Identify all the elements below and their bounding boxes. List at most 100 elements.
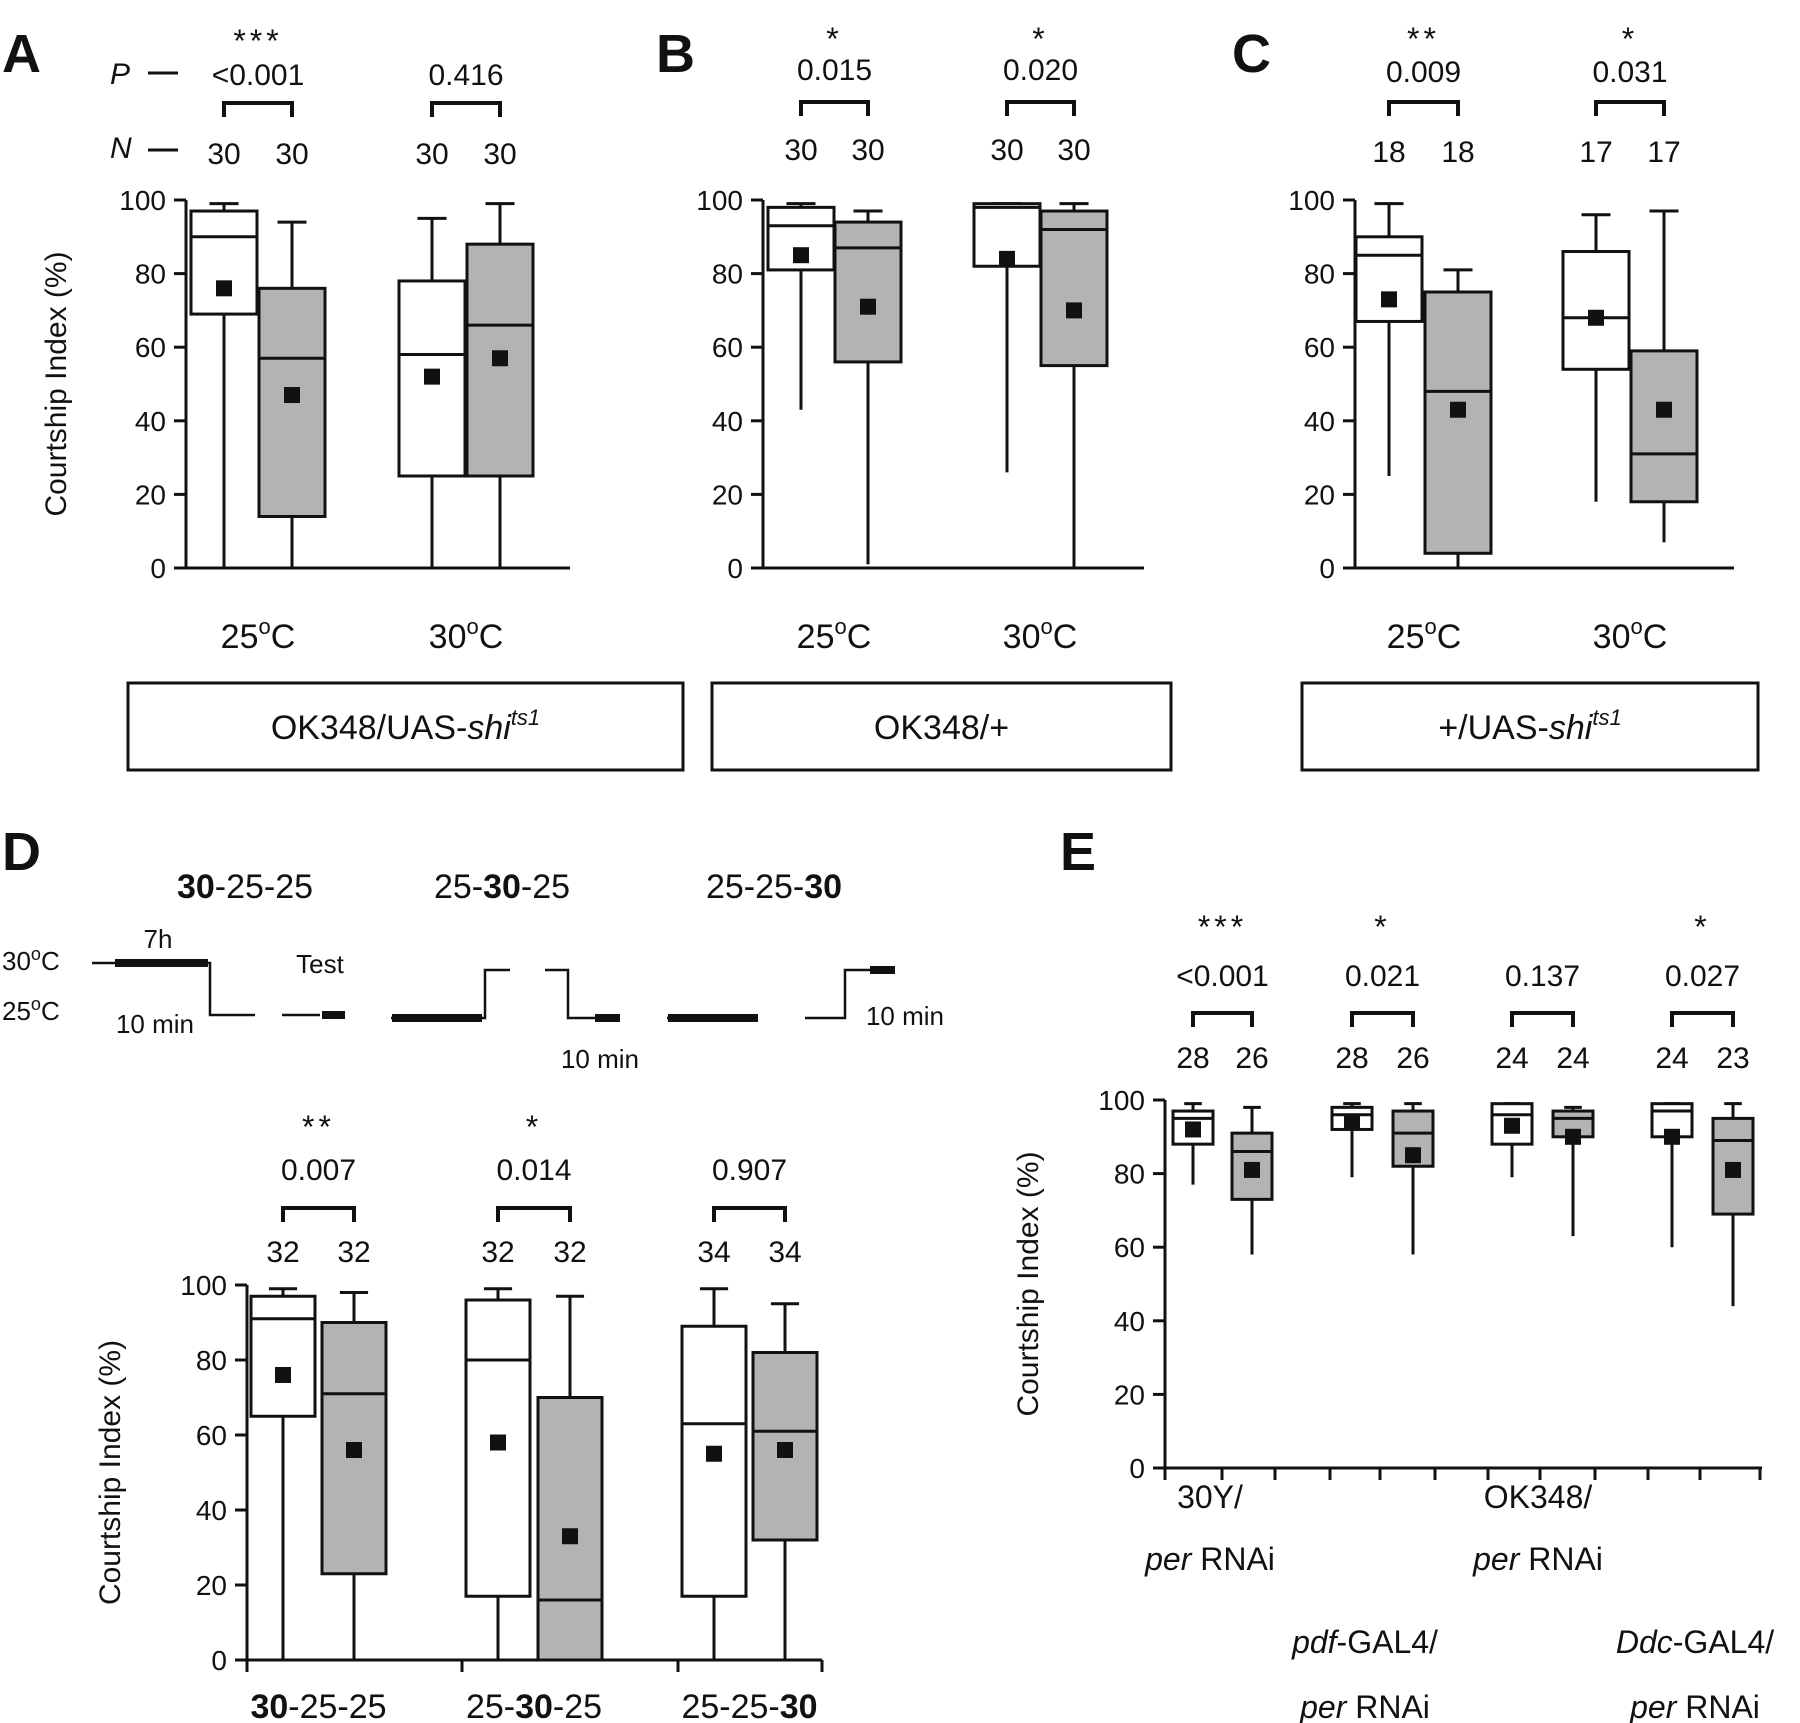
panel-a-y-tick-label: 20: [135, 479, 166, 510]
panel-a-p-value: 0.416: [428, 59, 503, 92]
panel-b-comparison-bracket: [799, 100, 870, 116]
panel-d-category-label: 25-30-25: [466, 1688, 602, 1723]
panel-a-y-tick-label: 100: [119, 185, 166, 216]
panel-d-n-value: 34: [768, 1236, 801, 1269]
panel-a-y-tick-label: 60: [135, 332, 166, 363]
panel-e-category-label-line2: per RNAi: [1472, 1541, 1603, 1577]
panel-c-y-tick-label: 0: [1319, 553, 1335, 584]
panel-e-comparison-bracket: [1191, 1011, 1254, 1027]
panel-d-schedule-trace: [667, 968, 880, 1020]
panel-d-test-label: Test: [296, 949, 344, 979]
panel-b-n-value: 30: [851, 134, 884, 167]
panel-a-y-tick-label: 40: [135, 406, 166, 437]
panel-b-y-tick-label: 0: [727, 553, 743, 584]
panel-d-comparison-bracket: [496, 1206, 572, 1222]
panel-e-box-6-mean-marker: [1664, 1128, 1680, 1145]
panel-e-n-value: 28: [1335, 1042, 1368, 1075]
panel-e-box-2-mean-marker: [1344, 1114, 1360, 1131]
panel-e-n-value: 24: [1495, 1042, 1528, 1075]
panel-e-box-3-mean-marker: [1405, 1147, 1421, 1164]
panel-a-category-label: 30oC: [429, 614, 504, 656]
panel-b-comparison-bracket: [1005, 100, 1076, 116]
panel-b-genotype-box: [710, 681, 1173, 772]
panel-b-y-tick-label: 20: [712, 479, 743, 510]
panel-a-comparison-bracket: [430, 101, 502, 117]
panel-d-comparison-bracket: [281, 1206, 356, 1222]
panel-a-box-2-mean-marker: [424, 368, 440, 385]
panel-a-n-value: 30: [483, 138, 516, 171]
panel-d-temp-label-cold: 25oC: [2, 994, 60, 1026]
panel-c-box-3-mean-marker: [1656, 401, 1672, 418]
panel-e-y-tick-label: 100: [1098, 1085, 1145, 1116]
panel-a-y-axis-label: Courtship Index (%): [40, 251, 73, 516]
panel-e-significance-stars: ***: [1198, 909, 1247, 945]
panel-e-y-tick-label: 0: [1129, 1453, 1145, 1484]
panel-d-p-value: 0.007: [281, 1154, 356, 1187]
panel-d-schedule-trace: [92, 961, 320, 1017]
panel-e-n-value: 24: [1556, 1042, 1589, 1075]
panel-a-comparison-bracket: [222, 101, 294, 117]
panel-e-significance-stars: *: [1374, 909, 1390, 945]
panel-b-box-3-mean-marker: [1066, 302, 1082, 319]
panel-d-schedule-title: 30-25-25: [177, 868, 313, 906]
panel-e-n-value: 24: [1655, 1042, 1688, 1075]
panel-d-y-tick-label: 0: [211, 1645, 227, 1676]
panel-d-n-value: 32: [553, 1236, 586, 1269]
panel-c-y-tick-label: 40: [1304, 406, 1335, 437]
panel-c-box-0-box: [1354, 235, 1424, 323]
panel-d-box-0-box: [249, 1294, 317, 1418]
panel-e-significance-stars: *: [1694, 909, 1710, 945]
panel-a-genotype-box: [126, 681, 685, 772]
panel-c-n-value: 18: [1441, 136, 1474, 169]
panel-b-genotype-label: OK348/+: [874, 709, 1009, 747]
panel-b-box-2-mean-marker: [999, 250, 1015, 267]
panel-a-n-value: 30: [275, 138, 308, 171]
panel-b-category-label: 25oC: [797, 614, 872, 656]
panel-c-significance-stars: **: [1407, 21, 1440, 57]
panel-a-y-tick-label: 0: [150, 553, 166, 584]
panel-b-significance-stars: *: [826, 21, 842, 57]
panel-b-p-value: 0.020: [1003, 54, 1078, 87]
panel-a-category-label: 25oC: [221, 614, 296, 656]
panel-e-box-7-box: [1711, 1116, 1755, 1216]
panel-e-category-label-line1: Ddc-GAL4/: [1616, 1624, 1774, 1660]
panel-d-schedule-trace: [391, 968, 610, 1020]
panel-c-box-1-box: [1423, 290, 1493, 555]
panel-e-category-label-line2: per RNAi: [1629, 1689, 1760, 1723]
panel-b-y-tick-label: 100: [696, 185, 743, 216]
panel-e-category-label-line2: per RNAi: [1144, 1541, 1275, 1577]
panel-d-ten-min-label: 10 min: [866, 1001, 944, 1031]
panel-e-box-4-box: [1490, 1102, 1534, 1146]
panel-e-p-value: 0.027: [1665, 960, 1740, 993]
panel-e-n-value: 26: [1235, 1042, 1268, 1075]
panel-b-box-0-box: [766, 205, 836, 272]
panel-a-y-tick-label: 80: [135, 259, 166, 290]
panel-e-n-value: 23: [1716, 1042, 1749, 1075]
panel-c-category-label: 30oC: [1593, 614, 1668, 656]
panel-b-n-value: 30: [1057, 134, 1090, 167]
panel-e-y-tick-label: 20: [1114, 1379, 1145, 1410]
panel-c-letter: C: [1232, 24, 1271, 84]
panel-d-box-5-mean-marker: [777, 1442, 793, 1458]
panel-d-p-value: 0.014: [496, 1154, 571, 1187]
panel-a-p-value: <0.001: [212, 59, 305, 92]
panel-a-genotype-label: OK348/UAS-shits1: [271, 705, 540, 747]
panel-b-y-tick-label: 80: [712, 259, 743, 290]
panel-a-box-0-mean-marker: [216, 280, 232, 297]
panel-c-y-tick-label: 60: [1304, 332, 1335, 363]
panel-e-category-label-line2: per RNAi: [1299, 1689, 1430, 1723]
panel-b-category-label: 30oC: [1003, 614, 1078, 656]
panel-d-box-3-mean-marker: [562, 1528, 578, 1545]
panel-d-n-value: 32: [266, 1236, 299, 1269]
panel-d-y-tick-label: 60: [196, 1420, 227, 1451]
panel-d-schedule-title: 25-30-25: [434, 868, 570, 906]
panel-c-box-2-box: [1561, 250, 1631, 371]
panel-e-y-axis-label: Courtship Index (%): [1012, 1151, 1045, 1416]
panel-b-n-value: 30: [990, 134, 1023, 167]
panel-c-p-value: 0.031: [1592, 56, 1667, 89]
panel-e-category-label-line1: OK348/: [1484, 1479, 1593, 1515]
panel-c-y-tick-label: 100: [1288, 185, 1335, 216]
panel-d-n-value: 32: [481, 1236, 514, 1269]
panel-c-genotype-label: +/UAS-shits1: [1438, 705, 1621, 747]
panel-b-y-tick-label: 60: [712, 332, 743, 363]
